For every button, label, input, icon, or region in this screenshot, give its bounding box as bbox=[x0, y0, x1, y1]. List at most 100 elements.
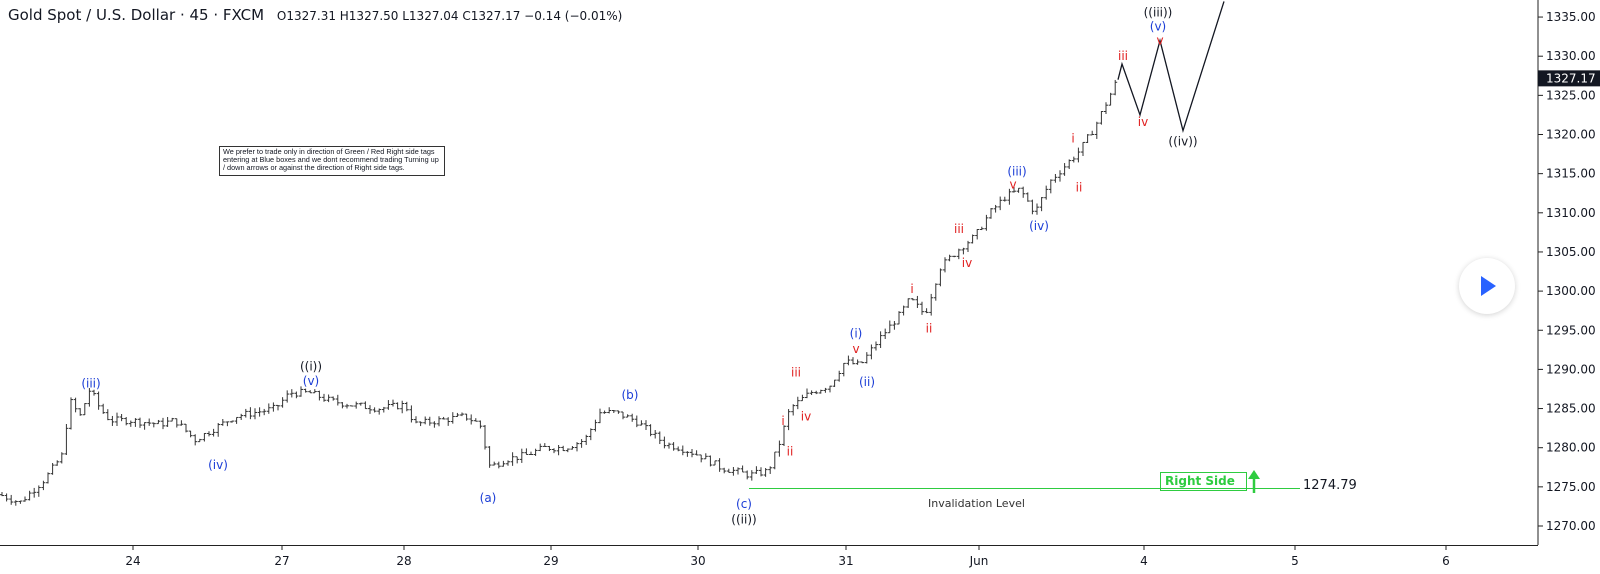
ohlc-bar bbox=[248, 407, 253, 420]
y-tick-label: 1315.00 bbox=[1546, 167, 1596, 181]
ohlc-bar bbox=[147, 418, 152, 426]
ohlc-bar bbox=[1002, 196, 1007, 202]
ohlc-bar bbox=[239, 413, 244, 420]
play-button[interactable] bbox=[1459, 258, 1515, 314]
ohlc-bar bbox=[782, 425, 786, 447]
last-price-tag: 1327.17 bbox=[1538, 70, 1600, 87]
ohlc-bar bbox=[358, 402, 363, 406]
ohlc-bar bbox=[1021, 186, 1026, 198]
y-tick-label: 1305.00 bbox=[1546, 245, 1596, 259]
ohlc-bar bbox=[644, 420, 648, 430]
ohlc-bar bbox=[542, 443, 547, 447]
ohlc-bar bbox=[418, 421, 423, 427]
ohlc-bar bbox=[1099, 111, 1104, 125]
ohlc-bar bbox=[64, 423, 69, 456]
ohlc-bar bbox=[432, 421, 437, 428]
ohlc-bar bbox=[289, 389, 294, 398]
wave-label: iii bbox=[1118, 49, 1128, 63]
ohlc-bar bbox=[933, 283, 938, 301]
ohlc-bar bbox=[823, 387, 828, 393]
ohlc-bar bbox=[529, 451, 533, 456]
ohlc-bar bbox=[354, 401, 359, 409]
ohlc-bar bbox=[786, 409, 791, 431]
y-tick-label: 1330.00 bbox=[1546, 49, 1596, 63]
ohlc-bar bbox=[759, 467, 763, 477]
ohlc-bar bbox=[197, 438, 202, 443]
ohlc-bar bbox=[487, 446, 492, 468]
ohlc-bar bbox=[483, 425, 487, 450]
wave-label: iii bbox=[791, 366, 801, 380]
ohlc-bar bbox=[602, 410, 607, 414]
ohlc-bar bbox=[648, 424, 653, 437]
last-price-label: 1327.17 bbox=[1546, 71, 1596, 85]
ohlc-bar bbox=[588, 428, 593, 441]
ohlc-bar bbox=[791, 404, 796, 416]
ohlc-bar bbox=[1090, 130, 1095, 136]
ohlc-bar bbox=[556, 444, 561, 456]
wave-label: (iv) bbox=[1029, 219, 1049, 233]
ohlc-bar bbox=[101, 403, 106, 414]
x-tick-label: 4 bbox=[1140, 554, 1148, 568]
ohlc-bar bbox=[1016, 187, 1021, 193]
ohlc-bar bbox=[345, 403, 349, 409]
ohlc-bar bbox=[46, 472, 50, 484]
wave-label: ii bbox=[926, 322, 933, 336]
wave-label: ii bbox=[1076, 181, 1083, 195]
ohlc-bar bbox=[1071, 156, 1076, 163]
ohlc-bar bbox=[69, 397, 73, 430]
ohlc-bar bbox=[193, 434, 198, 446]
ohlc-bar bbox=[161, 417, 165, 430]
wave-label: iii bbox=[954, 222, 964, 236]
ohlc-bar bbox=[1044, 185, 1049, 200]
ohlc-bar bbox=[225, 421, 230, 427]
ohlc-bar bbox=[1067, 159, 1072, 170]
ohlc-bar bbox=[726, 468, 731, 473]
ohlc-bar bbox=[253, 408, 257, 420]
ohlc-bar bbox=[690, 448, 694, 458]
ohlc-bar bbox=[1108, 92, 1113, 106]
ohlc-bar bbox=[998, 196, 1003, 211]
wave-label: iv bbox=[801, 409, 811, 423]
projection-path bbox=[1117, 1, 1225, 133]
ohlc-bar bbox=[837, 370, 842, 382]
ohlc-bar bbox=[216, 422, 221, 437]
ohlc-bar bbox=[920, 301, 924, 315]
ohlc-bar bbox=[243, 408, 248, 418]
wave-label: (iii) bbox=[81, 376, 100, 390]
x-tick-label: Jun bbox=[969, 554, 989, 568]
wave-label: ((ii)) bbox=[731, 513, 756, 527]
ohlc-bar bbox=[874, 341, 878, 351]
wave-label: v bbox=[852, 342, 859, 356]
ohlc-bar bbox=[349, 405, 354, 407]
ohlc-bar bbox=[322, 393, 326, 402]
y-tick-label: 1270.00 bbox=[1546, 519, 1596, 533]
ohlc-bar bbox=[961, 247, 966, 255]
ohlc-bar bbox=[423, 416, 428, 425]
ohlc-bar bbox=[818, 389, 823, 394]
ohlc-bar bbox=[993, 204, 998, 213]
x-tick-label: 27 bbox=[274, 554, 289, 568]
ohlc-bar bbox=[138, 417, 142, 428]
x-tick-label: 29 bbox=[543, 554, 558, 568]
ohlc-bar bbox=[377, 408, 382, 415]
ohlc-bar bbox=[41, 480, 46, 491]
ohlc-bar bbox=[478, 420, 483, 429]
ohlc-readout: O1327.31 H1327.50 L1327.04 C1327.17 −0.1… bbox=[276, 9, 623, 23]
ohlc-bar bbox=[1113, 79, 1118, 96]
ohlc-bar bbox=[777, 440, 782, 457]
ohlc-bar bbox=[878, 331, 883, 348]
up-arrow-icon bbox=[1248, 470, 1260, 493]
ohlc-bar bbox=[1062, 163, 1067, 176]
ohlc-bar bbox=[966, 240, 970, 252]
ohlc-bar bbox=[814, 390, 819, 395]
ohlc-bar bbox=[271, 402, 276, 412]
ohlc-bar bbox=[510, 452, 515, 466]
ohlc-bar bbox=[473, 418, 478, 422]
ohlc-bar bbox=[989, 208, 993, 219]
ohlc-bar bbox=[335, 394, 340, 406]
ohlc-bar bbox=[1058, 170, 1062, 182]
ohlc-bar bbox=[515, 456, 520, 464]
y-tick-label: 1325.00 bbox=[1546, 88, 1596, 102]
ohlc-bar bbox=[524, 448, 529, 455]
